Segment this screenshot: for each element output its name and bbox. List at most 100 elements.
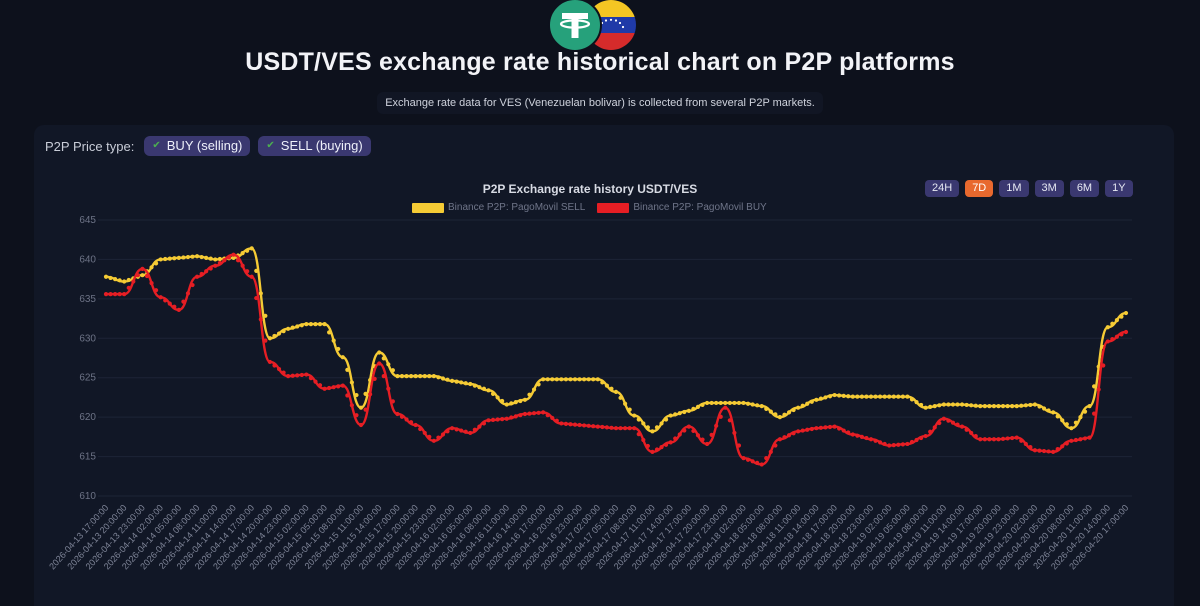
data-point bbox=[741, 400, 746, 406]
data-point bbox=[418, 426, 423, 432]
data-point bbox=[449, 378, 455, 383]
data-point bbox=[254, 295, 259, 301]
legend-item-sell[interactable]: Binance P2P: PagoMovil SELL bbox=[412, 202, 585, 213]
data-point bbox=[996, 437, 1001, 442]
data-point bbox=[445, 377, 450, 382]
data-point bbox=[850, 394, 855, 399]
data-point bbox=[727, 418, 732, 423]
data-point bbox=[955, 402, 960, 407]
data-point bbox=[791, 407, 796, 413]
data-point bbox=[422, 430, 427, 436]
data-point bbox=[340, 383, 345, 388]
data-point bbox=[832, 392, 837, 398]
data-point bbox=[313, 379, 318, 384]
data-point bbox=[750, 402, 755, 407]
data-point bbox=[855, 394, 860, 399]
data-point bbox=[208, 266, 213, 271]
range-button-7d[interactable]: 7D bbox=[965, 180, 994, 197]
data-point bbox=[158, 257, 163, 262]
data-point bbox=[245, 248, 250, 253]
data-point bbox=[855, 433, 860, 438]
data-point bbox=[827, 424, 833, 430]
data-point bbox=[1119, 314, 1124, 319]
data-point bbox=[704, 400, 710, 406]
data-point bbox=[163, 298, 168, 303]
data-point bbox=[322, 386, 327, 391]
data-point bbox=[213, 257, 218, 262]
y-tick-label: 610 bbox=[79, 491, 96, 502]
data-point bbox=[249, 274, 254, 279]
data-point bbox=[481, 386, 487, 391]
data-point bbox=[372, 376, 377, 381]
data-point bbox=[604, 425, 609, 430]
data-point bbox=[267, 336, 273, 341]
data-point bbox=[172, 256, 177, 261]
legend-swatch-sell bbox=[412, 202, 444, 213]
data-point bbox=[290, 373, 295, 378]
data-point bbox=[891, 443, 896, 448]
data-point bbox=[408, 374, 414, 379]
data-point bbox=[577, 422, 582, 428]
range-button-3m[interactable]: 3M bbox=[1034, 180, 1064, 197]
data-point bbox=[135, 273, 140, 278]
data-point bbox=[1078, 415, 1083, 420]
data-point bbox=[331, 338, 336, 343]
range-button-6m[interactable]: 6M bbox=[1069, 180, 1100, 197]
data-point bbox=[914, 437, 919, 443]
data-point bbox=[964, 402, 969, 408]
data-point bbox=[823, 425, 828, 430]
data-point bbox=[386, 362, 391, 367]
data-point bbox=[395, 374, 400, 379]
data-point bbox=[422, 374, 427, 379]
data-point bbox=[459, 428, 464, 433]
data-point bbox=[882, 394, 887, 399]
data-point bbox=[777, 415, 783, 420]
data-point bbox=[586, 423, 591, 428]
data-point bbox=[158, 295, 163, 300]
data-point bbox=[103, 274, 109, 279]
range-button-24h[interactable]: 24H bbox=[925, 180, 960, 197]
data-point bbox=[1019, 403, 1024, 408]
data-point bbox=[299, 372, 304, 378]
data-point bbox=[659, 445, 664, 450]
data-point bbox=[905, 441, 910, 447]
data-point bbox=[477, 424, 482, 429]
data-point bbox=[782, 412, 787, 417]
data-point bbox=[1105, 339, 1110, 344]
data-point bbox=[500, 417, 505, 422]
data-point bbox=[213, 263, 218, 268]
data-point bbox=[1037, 404, 1042, 409]
sell-filter-chip[interactable]: ✔ SELL (buying) bbox=[258, 136, 371, 156]
legend-item-buy[interactable]: Binance P2P: PagoMovil BUY bbox=[597, 202, 767, 213]
data-point bbox=[317, 383, 323, 388]
data-point bbox=[217, 256, 222, 262]
data-point bbox=[194, 254, 200, 259]
data-point bbox=[1010, 435, 1015, 441]
buy-filter-chip[interactable]: ✔ BUY (selling) bbox=[144, 136, 251, 156]
data-point bbox=[946, 418, 951, 423]
data-point bbox=[149, 265, 154, 270]
data-point bbox=[144, 273, 150, 279]
data-point bbox=[909, 439, 915, 445]
data-point bbox=[281, 329, 286, 334]
range-button-1m[interactable]: 1M bbox=[999, 180, 1029, 197]
data-point bbox=[568, 377, 573, 382]
data-point bbox=[663, 417, 669, 422]
data-point bbox=[313, 321, 318, 327]
data-point bbox=[695, 433, 701, 438]
data-point bbox=[732, 400, 737, 406]
data-point bbox=[222, 258, 227, 263]
data-point bbox=[358, 405, 364, 410]
legend-label-buy: Binance P2P: PagoMovil BUY bbox=[633, 202, 767, 213]
data-point bbox=[654, 447, 660, 452]
data-point bbox=[959, 402, 965, 407]
data-point bbox=[176, 307, 181, 312]
range-button-1y[interactable]: 1Y bbox=[1105, 180, 1133, 197]
data-point bbox=[996, 404, 1001, 409]
data-point bbox=[1073, 420, 1079, 425]
data-point bbox=[827, 394, 833, 399]
data-point bbox=[1114, 334, 1119, 339]
data-point bbox=[1105, 325, 1110, 330]
data-point bbox=[900, 394, 905, 399]
data-point bbox=[181, 255, 186, 260]
